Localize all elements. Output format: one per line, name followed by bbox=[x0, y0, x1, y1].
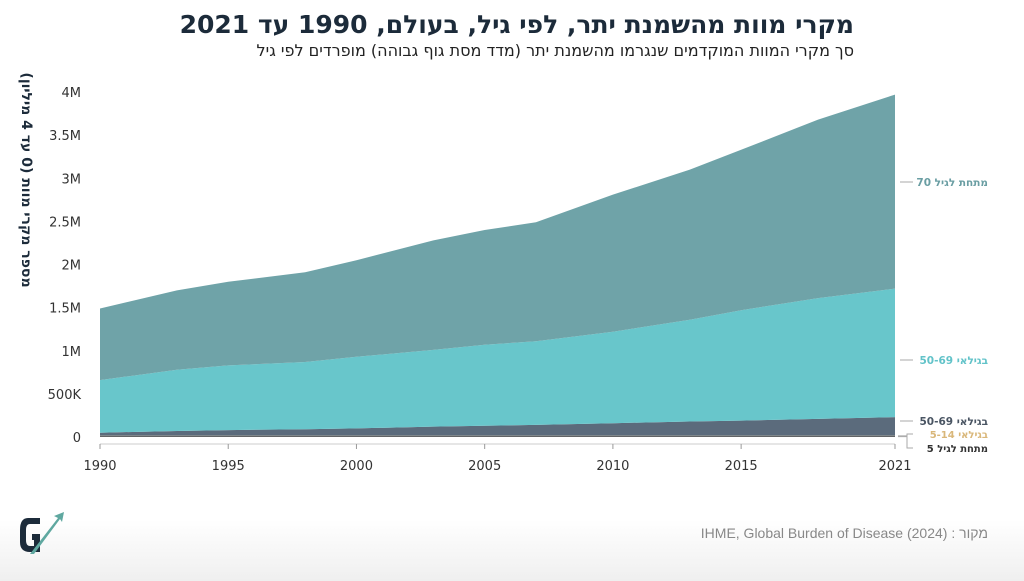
x-tick-label: 1995 bbox=[212, 459, 245, 474]
y-tick-label: 500K bbox=[48, 388, 82, 403]
area-series-2 bbox=[100, 417, 895, 436]
stacked-area-chart: 0 500K 1M 1.5M 2M 2.5M 3M 3.5M 4M 1990 1995 2000 200… bbox=[48, 86, 988, 474]
series-label: מתחת לגיל 5 bbox=[927, 444, 988, 455]
area-series-4 bbox=[100, 94, 895, 381]
x-tick-label: 2021 bbox=[878, 459, 911, 474]
x-tick-label: 2005 bbox=[468, 459, 501, 474]
chart-title: מקרי מוות מהשמנת יתר, לפי גיל, בעולם, 19… bbox=[179, 10, 854, 39]
y-tick-label: 4M bbox=[62, 86, 82, 101]
y-tick-label: 3M bbox=[62, 172, 82, 187]
area-series-3 bbox=[100, 288, 895, 433]
x-tick-label: 2000 bbox=[340, 459, 373, 474]
y-tick-label: 3.5M bbox=[49, 129, 81, 144]
y-tick-label: 2M bbox=[62, 259, 82, 274]
y-tick-label: 0 bbox=[73, 431, 81, 446]
source-note: מקור : IHME, Global Burden of Disease (2… bbox=[700, 525, 988, 541]
y-tick-label: 1M bbox=[62, 345, 82, 360]
series-label: בגילאי 50-69 bbox=[919, 355, 988, 367]
label-leader bbox=[898, 436, 913, 449]
label-leader bbox=[898, 433, 913, 437]
chart-subtitle: סך מקרי המוות המוקדמים שנגרמו מהשמנת יתר… bbox=[256, 41, 854, 60]
series-label: בגילאי 5-14 bbox=[930, 430, 988, 441]
area-series-0 bbox=[100, 436, 895, 437]
x-tick-label: 2015 bbox=[725, 459, 758, 474]
x-tick-label: 2010 bbox=[596, 459, 629, 474]
series-label: מתחת לגיל 70 bbox=[916, 177, 988, 189]
y-tick-label: 2.5M bbox=[49, 215, 81, 230]
logo-icon bbox=[20, 512, 64, 554]
series-label: בגילאי 50-69 bbox=[919, 416, 988, 428]
x-tick-label: 1990 bbox=[83, 459, 116, 474]
y-tick-label: 1.5M bbox=[49, 302, 81, 317]
